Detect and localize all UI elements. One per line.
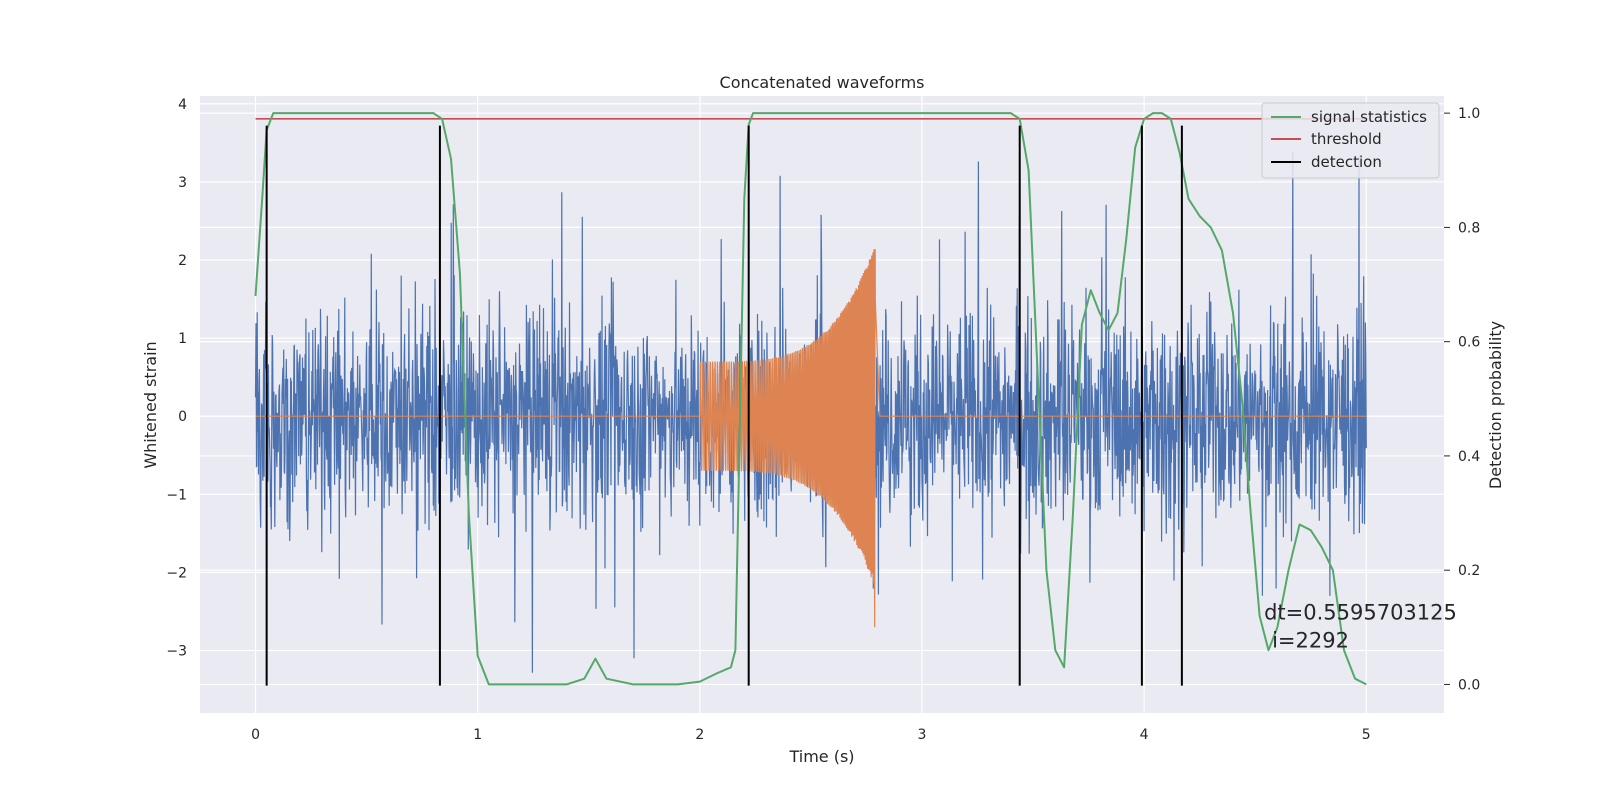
- signal-statistics-line: [254, 112, 1367, 686]
- y-tick-label: 3: [178, 175, 187, 191]
- right-y-tick-label: 0.0: [1458, 677, 1480, 693]
- y-tick-label: −1: [166, 487, 187, 503]
- annotation: dt=0.5595703125 i=2292: [1264, 600, 1457, 652]
- y-tick-label: 0: [178, 409, 187, 425]
- template-waveform-series: [255, 249, 1367, 628]
- y-axis-label: Whitened strain: [141, 341, 160, 468]
- x-tick-label: 1: [473, 727, 482, 743]
- x-tick-label: 4: [1140, 727, 1149, 743]
- y-tick-label: 1: [178, 331, 187, 347]
- y-tick-label: 2: [178, 253, 187, 269]
- x-tick-label: 2: [695, 727, 704, 743]
- right-y-axis-label: Detection probability: [1486, 321, 1505, 489]
- detection-series: [265, 125, 1183, 686]
- x-tick-label: 3: [918, 727, 927, 743]
- x-tick-label: 0: [251, 727, 260, 743]
- x-axis-ticks: 0 1 2 3 4 5: [251, 727, 1371, 743]
- legend-box: [1261, 102, 1440, 179]
- right-y-tick-label: 0.6: [1458, 335, 1480, 351]
- right-y-tick-label: 1.0: [1458, 106, 1480, 122]
- right-y-tick-label: 0.4: [1458, 449, 1480, 465]
- annotation-dt: dt=0.5595703125: [1264, 600, 1457, 624]
- legend: signal statistics threshold detection: [1261, 102, 1440, 179]
- y-tick-label: −2: [166, 565, 187, 581]
- legend-label-threshold: threshold: [1311, 130, 1382, 148]
- legend-label-detection: detection: [1311, 153, 1382, 171]
- template-waveform-line: [255, 249, 1367, 628]
- y-tick-label: −3: [166, 644, 187, 660]
- signal-statistics-series: [254, 112, 1367, 686]
- x-tick-label: 5: [1362, 727, 1371, 743]
- right-y-tick-label: 0.2: [1458, 563, 1480, 579]
- chart-title: Concatenated waveforms: [720, 73, 925, 92]
- legend-label-signal-statistics: signal statistics: [1311, 108, 1427, 126]
- y-axis-ticks: −3 −2 −1 0 1 2 3 4: [166, 97, 187, 660]
- right-y-axis-ticks: 0.0 0.2 0.4 0.6 0.8 1.0: [1444, 106, 1480, 693]
- x-axis-label: Time (s): [788, 747, 854, 766]
- right-y-tick-label: 0.8: [1458, 220, 1480, 236]
- y-tick-label: 4: [178, 97, 187, 113]
- annotation-i: i=2292: [1272, 628, 1349, 652]
